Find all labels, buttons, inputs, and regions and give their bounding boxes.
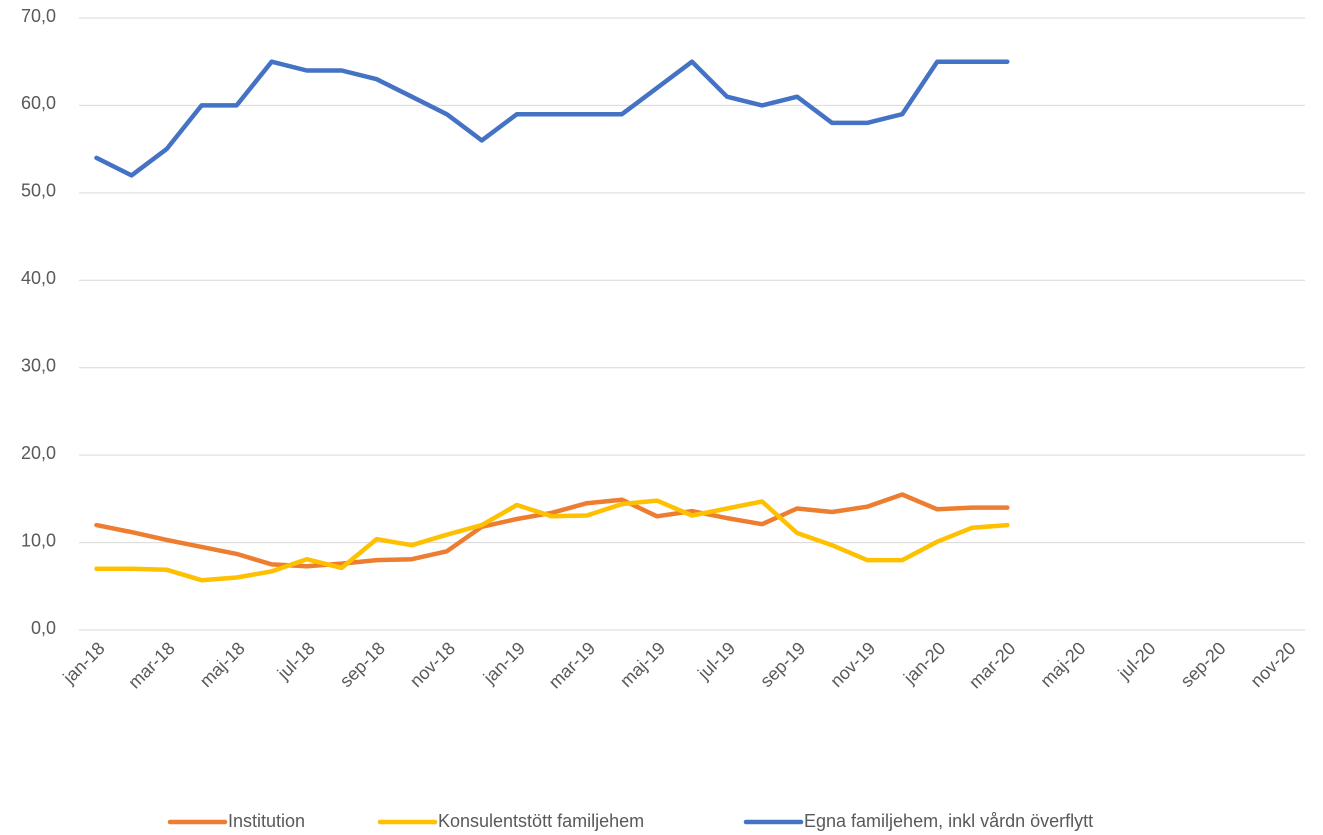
y-tick-label: 40,0 xyxy=(21,268,56,288)
y-tick-label: 30,0 xyxy=(21,355,56,375)
y-tick-label: 20,0 xyxy=(21,443,56,463)
legend-item: Konsulentstött familjehem xyxy=(377,811,644,831)
series-line xyxy=(94,59,1010,178)
legend-item: Institution xyxy=(167,811,305,831)
legend-label: Konsulentstött familjehem xyxy=(438,811,644,831)
x-tick-label: nov-18 xyxy=(406,638,459,691)
x-tick-label: sep-20 xyxy=(1177,638,1230,691)
y-tick-label: 60,0 xyxy=(21,93,56,113)
x-tick-label: jan-19 xyxy=(479,638,529,688)
y-tick-label: 50,0 xyxy=(21,181,56,201)
x-tick-label: nov-19 xyxy=(826,638,879,691)
x-tick-label: maj-19 xyxy=(616,638,669,691)
legend-item: Egna familjehem, inkl vårdn överflytt xyxy=(743,811,1093,831)
series-line xyxy=(94,492,1010,569)
x-tick-label: maj-18 xyxy=(196,638,249,691)
x-tick-label: mar-18 xyxy=(124,638,178,692)
series-line xyxy=(94,498,1010,583)
x-tick-label: mar-19 xyxy=(545,638,599,692)
legend-label: Egna familjehem, inkl vårdn överflytt xyxy=(804,811,1093,831)
y-tick-label: 70,0 xyxy=(21,6,56,26)
x-tick-label: sep-19 xyxy=(756,638,809,691)
x-tick-label: jul-20 xyxy=(1114,638,1160,684)
x-tick-label: jul-19 xyxy=(693,638,739,684)
x-tick-label: maj-20 xyxy=(1036,638,1089,691)
y-tick-label: 10,0 xyxy=(21,530,56,550)
x-tick-label: nov-20 xyxy=(1247,638,1300,691)
y-tick-label: 0,0 xyxy=(31,618,56,638)
x-tick-label: jan-18 xyxy=(58,638,108,688)
x-tick-label: jan-20 xyxy=(899,638,949,688)
x-tick-label: sep-18 xyxy=(336,638,389,691)
legend-label: Institution xyxy=(228,811,305,831)
x-tick-label: mar-20 xyxy=(965,638,1019,692)
x-tick-label: jul-18 xyxy=(273,638,319,684)
